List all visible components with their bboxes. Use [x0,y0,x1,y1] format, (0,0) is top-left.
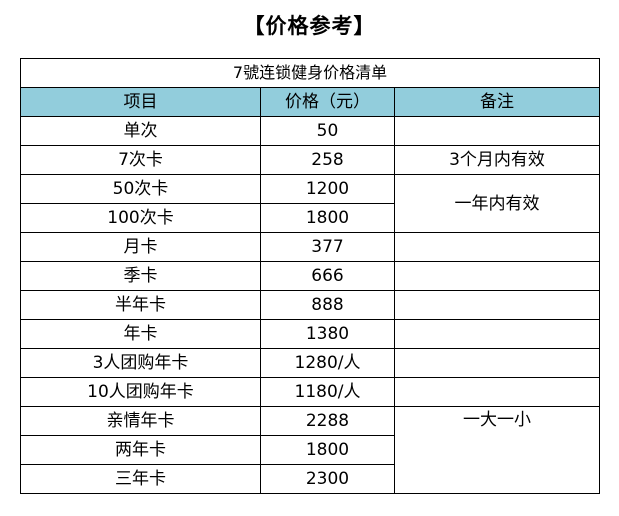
table-row: 月卡 377 [20,232,601,262]
item-cell: 季卡 [20,261,261,291]
price-table: 7號连锁健身价格清单 项目 价格（元） 备注 单次 50 7次卡 258 3个月… [19,58,601,494]
table-row: 两年卡 1800 [20,435,600,465]
price-cell: 377 [260,232,395,262]
note-cell [393,232,601,262]
table-row: 3人团购年卡 1280/人 [20,348,601,378]
price-cell: 1200 [260,174,395,204]
note-cell: 3个月内有效 [393,145,601,175]
note-cell [393,377,601,407]
note-cell [393,348,601,378]
table-row: 半年卡 888 [20,290,601,320]
page-title: 【价格参考】 [243,14,376,38]
item-cell: 100次卡 [20,203,261,233]
table-row: 100次卡 1800 [20,203,600,233]
item-cell: 亲情年卡 [20,406,261,436]
item-cell: 单次 [20,116,261,146]
price-cell: 258 [260,145,395,175]
price-cell: 666 [260,261,395,291]
column-header-note: 备注 [393,87,601,117]
item-cell: 7次卡 [20,145,261,175]
item-cell: 3人团购年卡 [20,348,261,378]
item-cell: 年卡 [20,319,261,349]
table-row: 单次 50 [20,116,601,146]
price-cell: 1800 [260,203,395,233]
price-cell: 50 [260,116,395,146]
note-cell [393,290,601,320]
note-cell [393,261,601,291]
table-caption-row: 7號连锁健身价格清单 [19,58,601,88]
table-row: 三年卡 2300 [20,464,600,494]
table-row: 10人团购年卡 1180/人 [20,377,601,407]
item-cell: 月卡 [20,232,261,262]
price-cell: 888 [260,290,395,320]
table-header-row: 项目 价格（元） 备注 [20,87,601,117]
price-cell: 1800 [260,435,395,465]
note-cell [393,116,601,146]
table-row: 季卡 666 [20,261,601,291]
item-cell: 半年卡 [20,290,261,320]
item-cell: 两年卡 [20,435,261,465]
table-caption: 7號连锁健身价格清单 [19,58,601,88]
item-cell: 三年卡 [20,464,261,494]
table-row: 7次卡 258 3个月内有效 [20,145,601,175]
table-row: 年卡 1380 [20,319,601,349]
note-cell: 一大一小 [393,406,601,494]
note-cell: 一年内有效 [393,174,601,233]
price-cell: 1280/人 [260,348,395,378]
note-cell [393,319,601,349]
column-header-item: 项目 [20,87,261,117]
table-row: 50次卡 1200 一年内有效 [20,174,601,233]
column-header-price: 价格（元） [260,87,395,117]
table-row: 亲情年卡 2288 一大一小 [20,406,601,494]
item-cell: 10人团购年卡 [20,377,261,407]
price-cell: 1180/人 [260,377,395,407]
item-cell: 50次卡 [20,174,261,204]
price-cell: 2300 [260,464,395,494]
price-cell: 2288 [260,406,395,436]
price-cell: 1380 [260,319,395,349]
